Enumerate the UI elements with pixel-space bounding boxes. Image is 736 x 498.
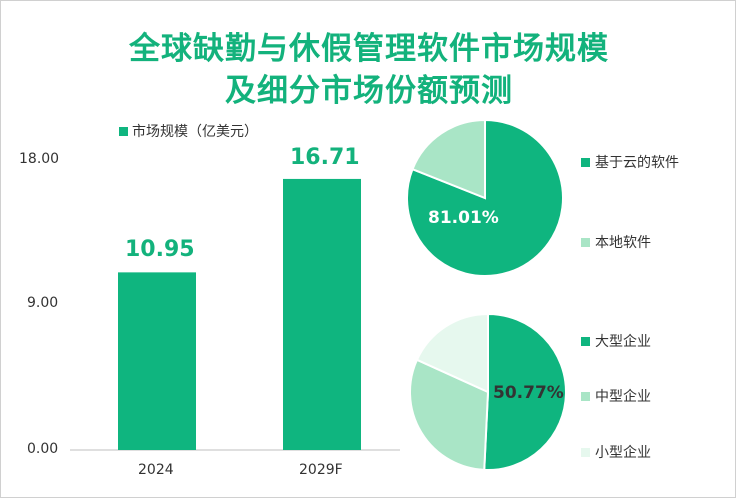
pie1-value-label: 81.01%	[428, 208, 499, 228]
bar-legend-label: 市场规模（亿美元）	[132, 124, 258, 140]
pie2-legend-label: 小型企业	[595, 445, 651, 461]
bar-legend-swatch	[119, 127, 128, 136]
pie2-legend-label: 中型企业	[595, 389, 651, 405]
x-tick-label: 2029F	[299, 462, 343, 478]
pie2-slice	[409, 358, 490, 471]
pie2-value-label: 50.77%	[493, 383, 564, 403]
bar-data-label: 16.71	[290, 145, 360, 170]
pie2-legend-swatch	[581, 392, 590, 401]
pie2-slice	[483, 312, 567, 471]
pie2-slice	[415, 312, 489, 394]
pie1-slice	[411, 118, 486, 200]
chart-title-line2: 及细分市场份额预测	[225, 73, 513, 109]
pie1-legend-label: 基于云的软件	[595, 155, 679, 171]
bar	[118, 272, 196, 450]
pie2-legend-label: 大型企业	[595, 334, 651, 350]
y-tick-label: 9.00	[27, 295, 59, 311]
bar-data-label: 10.95	[125, 237, 195, 262]
chart-title-line1: 全球缺勤与休假管理软件市场规模	[129, 31, 609, 67]
pie1-legend-label: 本地软件	[595, 235, 651, 251]
x-tick-label: 2024	[138, 462, 174, 478]
y-tick-label: 18.00	[19, 151, 60, 167]
pie2-legend-swatch	[581, 337, 590, 346]
y-tick-label: 0.00	[27, 441, 59, 457]
bar	[283, 178, 361, 450]
pie2-legend-swatch	[581, 448, 590, 457]
pie1-legend-swatch	[581, 158, 590, 167]
pie1-legend-swatch	[581, 238, 590, 247]
pie1-slice	[406, 118, 564, 277]
